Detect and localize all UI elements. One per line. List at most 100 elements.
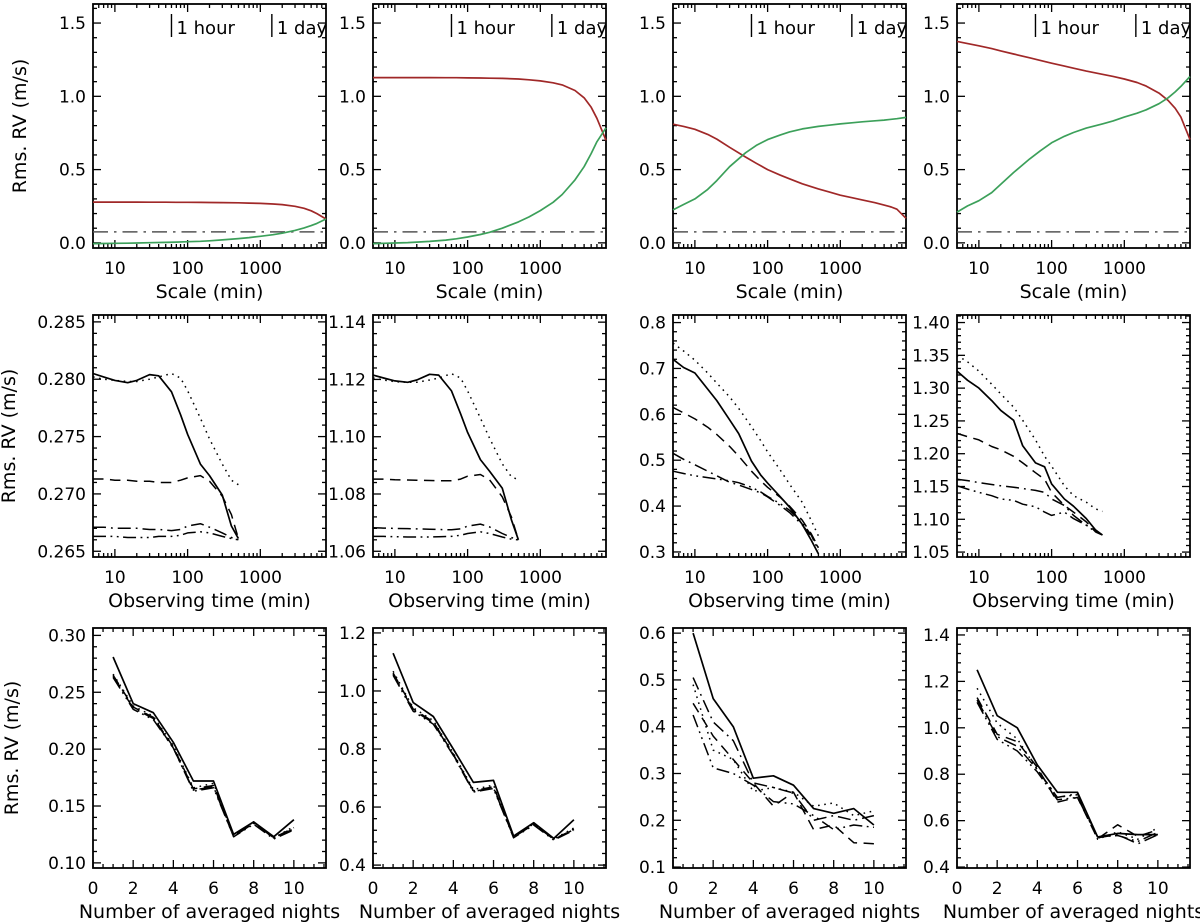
x-axis-label: Scale (min): [1020, 281, 1128, 303]
x-tick-label: 100: [451, 259, 483, 279]
y-axis-label: Rms. RV (m/s): [1, 681, 23, 816]
panel-r1c3: 10 100 1000 0.0 0.5 1.0 1.5 1 hour 1 day Scale (m…: [639, 3, 908, 303]
series-dash-dot-dot-line: [976, 701, 1159, 843]
y-tick-label: 0.0: [59, 234, 86, 254]
y-tick-label: 0.4: [339, 856, 366, 876]
x-tick-label: 4: [168, 879, 179, 899]
series-red-curve-line: [672, 123, 907, 219]
x-tick-label: 8: [528, 879, 539, 899]
y-tick-label: 0.270: [37, 485, 86, 505]
y-tick-label: 0.8: [923, 765, 950, 785]
y-tick-label: 0.275: [37, 428, 86, 448]
y-tick-label: 1.14: [328, 313, 366, 333]
x-tick-label: 10: [968, 568, 990, 588]
x-tick-label: 4: [748, 879, 759, 899]
series-dashed-line: [392, 672, 575, 841]
panel-r1c2: 10 100 1000 0.0 0.5 1.0 1.5 1 hour 1 day Scale (m…: [339, 3, 608, 303]
series-dash-dot-dot-line: [956, 485, 1103, 536]
y-tick-label: 0.5: [923, 161, 950, 181]
series-dashed-line: [976, 697, 1159, 840]
y-tick-label: 0.7: [639, 359, 666, 379]
x-tick-label: 0: [88, 879, 99, 899]
series-dotted-line: [372, 372, 519, 481]
series-dashed-line: [956, 432, 1103, 536]
x-tick-label: 10: [384, 568, 406, 588]
x-axis-label: Scale (min): [736, 281, 844, 303]
y-tick-label: 1.5: [59, 14, 86, 34]
panel-r2c2: 10 100 1000 1.06 1.08 1.10 1.12 1.14 Observing t…: [328, 313, 607, 612]
series-dash-dot-line: [112, 675, 295, 839]
y-tick-label: 1.0: [923, 87, 950, 107]
x-tick-label: 100: [451, 568, 483, 588]
series-dash-dot-dot-line: [373, 531, 519, 541]
series-solid-line: [672, 358, 820, 555]
series-dash-dot-dot-line: [93, 531, 239, 541]
y-tick-label: 1.10: [912, 510, 950, 530]
series-dash-dot-dot-line: [672, 470, 820, 551]
plot-frame: [672, 314, 907, 558]
x-tick-label: 10: [968, 259, 990, 279]
y-tick-label: 0.6: [639, 624, 666, 644]
x-tick-label: 6: [488, 879, 499, 899]
y-tick-label: 0.6: [639, 405, 666, 425]
time-marker-label: 1 day: [557, 18, 608, 39]
x-tick-label: 10: [104, 259, 126, 279]
series-dotted-line: [956, 354, 1103, 513]
series-solid-line: [692, 632, 875, 826]
time-marker-label: 1 day: [1141, 18, 1192, 39]
series-solid-line: [372, 373, 520, 541]
y-tick-label: 0.8: [339, 740, 366, 760]
series-dotted-line: [92, 372, 239, 486]
x-axis-label: Number of averaged nights: [79, 901, 340, 923]
x-axis-label: Number of averaged nights: [659, 901, 920, 923]
x-tick-label: 6: [208, 879, 219, 899]
y-tick-label: 0.0: [639, 234, 666, 254]
panel-r3c3: 0 2 4 6 8 10 0.1 0.2 0.3 0.4 0.5 0.6 Number of avera…: [639, 624, 920, 923]
plot-frame: [956, 314, 1191, 558]
y-tick-label: 1.2: [339, 624, 366, 644]
series-dotted-line: [692, 684, 875, 817]
x-tick-label: 2: [992, 879, 1003, 899]
x-tick-label: 100: [751, 568, 783, 588]
plot-frame: [372, 3, 607, 249]
x-tick-label: 1000: [819, 568, 862, 588]
x-tick-label: 10: [684, 259, 706, 279]
series-dash-dot-line: [392, 673, 575, 840]
y-tick-label: 0.10: [48, 854, 86, 874]
x-tick-label: 1000: [239, 568, 282, 588]
y-tick-label: 0.3: [639, 764, 666, 784]
series-dotted-line: [112, 673, 295, 839]
series-dashed-line: [93, 474, 240, 539]
y-tick-label: 0.280: [37, 370, 86, 390]
x-tick-label: 100: [751, 259, 783, 279]
y-tick-label: 0.20: [48, 740, 86, 760]
x-axis-label: Number of averaged nights: [359, 901, 620, 923]
y-tick-label: 1.4: [923, 626, 950, 646]
y-tick-label: 0.5: [639, 671, 666, 691]
y-tick-label: 1.0: [639, 87, 666, 107]
y-tick-label: 1.12: [328, 370, 366, 390]
panel-r3c1: 0 2 4 6 8 10 0.10 0.15 0.20 0.25 0.30 Number of ave…: [1, 626, 340, 923]
y-tick-label: 1.40: [912, 314, 950, 334]
series-dash-dot-dot-line: [392, 674, 575, 841]
y-tick-label: 0.6: [339, 798, 366, 818]
plot-frame: [372, 314, 607, 558]
series-dashed-line: [373, 473, 520, 541]
series-dash-dot-line: [976, 699, 1159, 845]
x-tick-label: 0: [952, 879, 963, 899]
plot-frame: [372, 627, 607, 869]
y-tick-label: 1.30: [912, 379, 950, 399]
time-marker-label: 1 day: [277, 18, 328, 39]
x-tick-label: 1000: [1103, 568, 1146, 588]
panel-r2c4: 10 100 1000 1.05 1.10 1.15 1.20 1.25 1.30 1.35 1.4…: [912, 314, 1191, 612]
time-marker-label: 1 hour: [1040, 18, 1099, 39]
series-dashed-line: [112, 674, 295, 839]
x-tick-label: 0: [668, 879, 679, 899]
time-marker-label: 1 day: [857, 18, 908, 39]
x-tick-label: 1000: [819, 259, 862, 279]
series-dash-dot-line: [93, 522, 239, 541]
y-tick-label: 1.35: [912, 346, 950, 366]
x-tick-label: 6: [788, 879, 799, 899]
series-solid-line: [976, 669, 1158, 838]
